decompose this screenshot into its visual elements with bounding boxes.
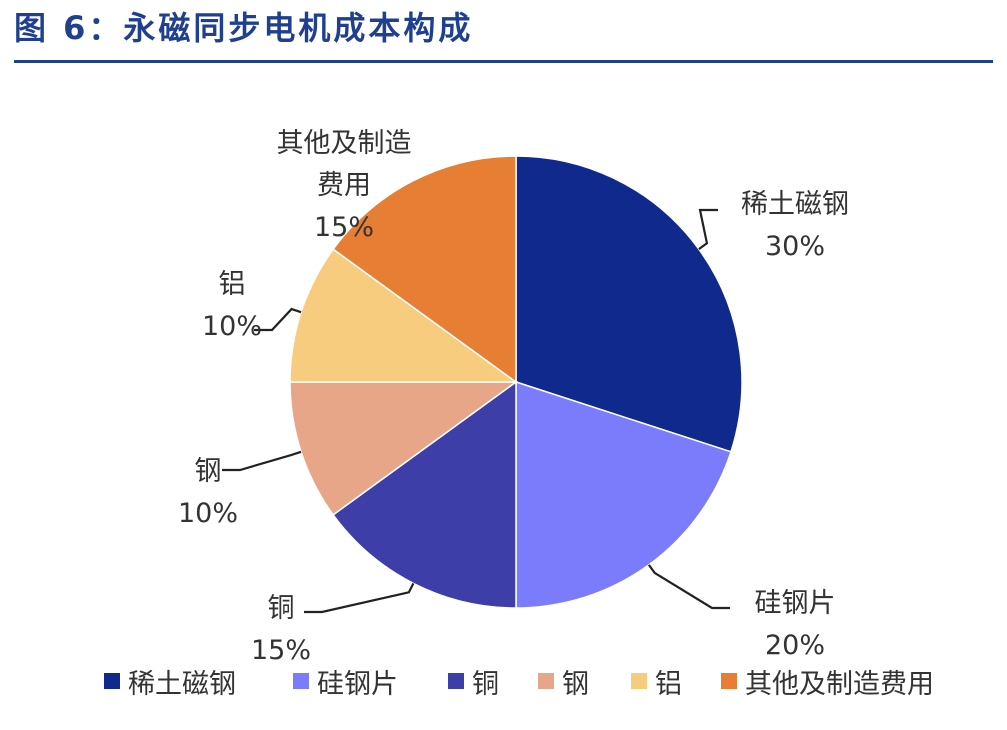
slice-label-1: 稀土磁钢	[741, 189, 849, 220]
leader-line-5	[254, 307, 302, 332]
title-divider	[14, 60, 993, 63]
legend-swatch-5	[631, 673, 647, 689]
slice-4	[289, 381, 519, 516]
pie-slices	[289, 155, 743, 609]
legend-label-2: 硅钢片	[317, 669, 398, 700]
slice-value-3: 15%	[251, 635, 311, 666]
legend-label-1: 稀土磁钢	[128, 669, 236, 700]
legend-swatch-4	[538, 673, 554, 689]
slice-label-3: 铜	[268, 593, 295, 624]
slice-label-6: 其他及制造	[277, 128, 412, 159]
slice-5	[289, 248, 519, 383]
slice-labels: 稀土磁钢 30% 硅钢片 20% 铜 15% 钢 10% 铝 10% 其他及制造费用 15%	[178, 128, 849, 666]
leader-line-4	[222, 450, 302, 472]
slice-value-6: 15%	[314, 212, 374, 243]
legend-label-6: 其他及制造费用	[745, 669, 934, 700]
slice-6	[332, 155, 517, 384]
chart-legend: 稀土磁钢 硅钢片 铜 钢 铝 其他及制造费用	[104, 669, 934, 700]
legend-label-4: 钢	[562, 669, 589, 700]
legend-swatch-3	[448, 673, 464, 689]
figure-title: 图 6：永磁同步电机成本构成	[14, 9, 474, 47]
leader-lines	[222, 208, 730, 614]
legend-label-5: 铝	[655, 669, 682, 700]
leader-line-2	[647, 564, 730, 610]
slice-label-5: 铝	[219, 269, 246, 300]
leader-line-1	[698, 208, 718, 251]
slice-label-2: 硅钢片	[755, 588, 836, 619]
legend-label-3: 铜	[472, 669, 499, 700]
slice-label-6: 费用	[317, 170, 371, 201]
slice-1	[515, 155, 743, 453]
legend-swatch-2	[293, 673, 309, 689]
slice-value-1: 30%	[765, 231, 825, 262]
slice-label-4: 钢	[195, 456, 222, 487]
slice-2	[515, 380, 732, 609]
slice-value-2: 20%	[765, 630, 825, 661]
slice-value-4: 10%	[178, 498, 238, 529]
legend-swatch-6	[721, 673, 737, 689]
figure-header: 图 6：永磁同步电机成本构成	[14, 8, 993, 64]
leader-line-3	[304, 582, 415, 614]
slice-3	[332, 380, 517, 609]
slice-value-5: 10%	[202, 311, 262, 342]
legend-swatch-1	[104, 673, 120, 689]
